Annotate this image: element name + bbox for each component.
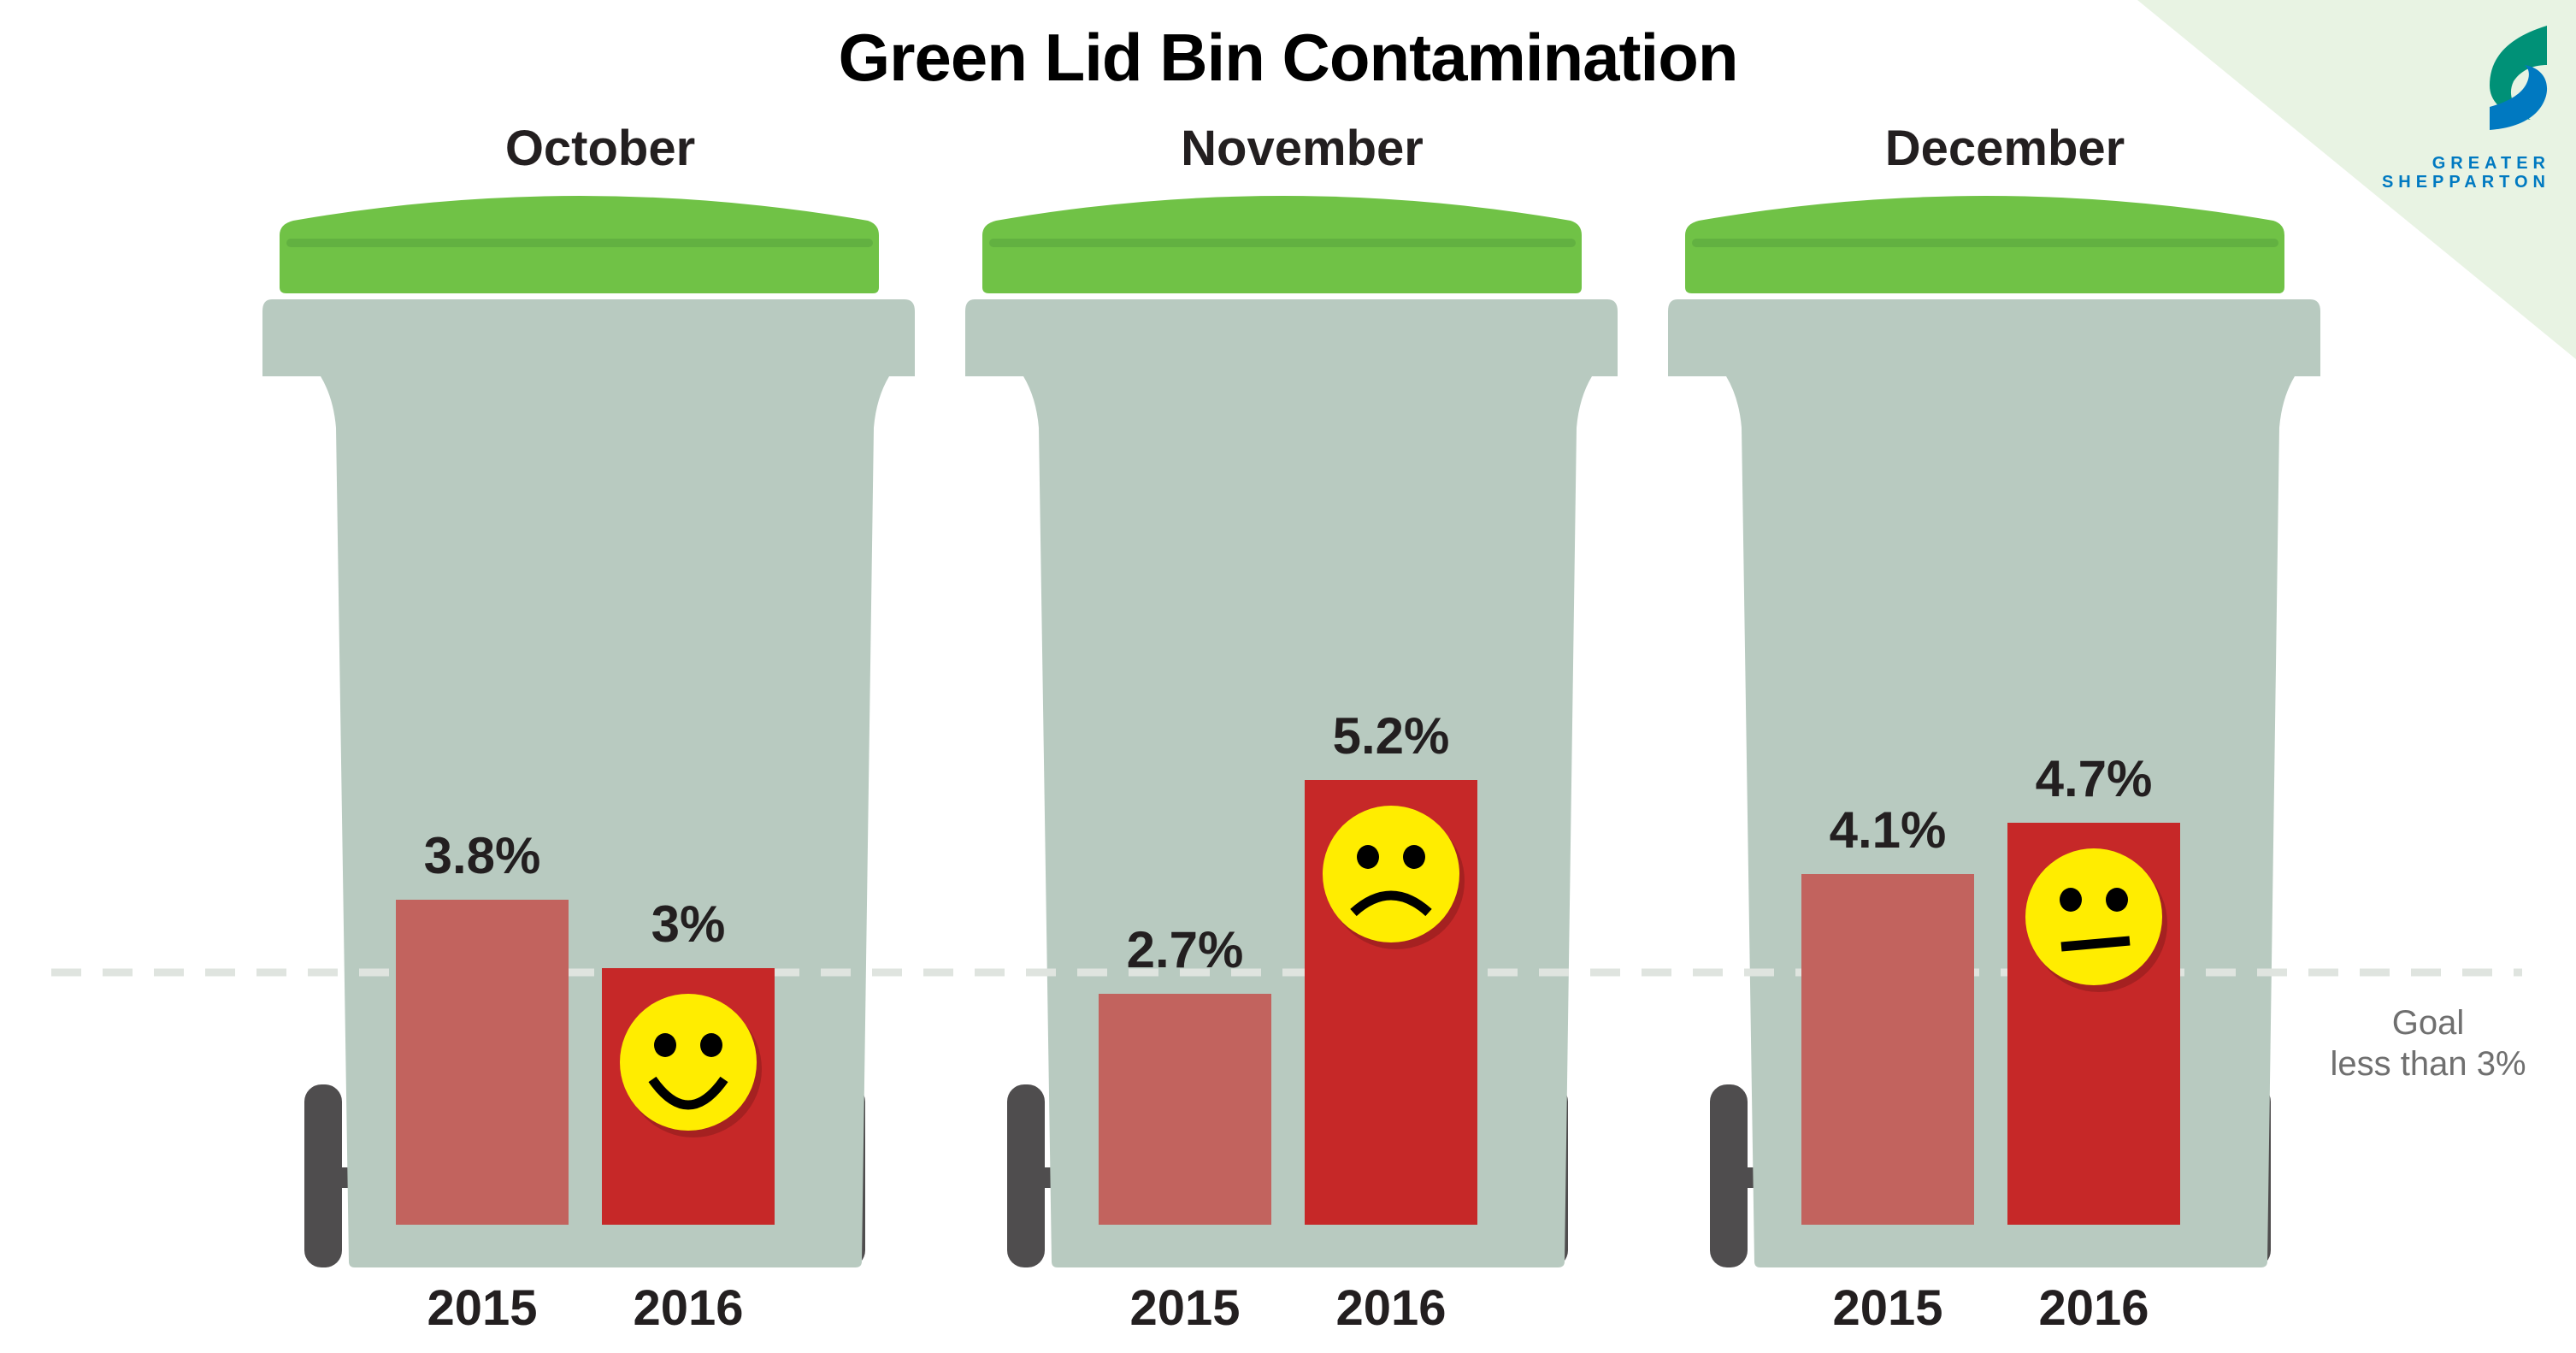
face-circle [1323,806,1459,942]
year-label-december-2016: 2016 [2038,1280,2149,1336]
face-mouth [1350,890,1432,917]
value-label-october-2015: 3.8% [423,827,541,884]
bar-november-2015 [1099,994,1271,1225]
face-eye-right [700,1033,722,1057]
chart-title: Green Lid Bin Contamination [838,20,1738,95]
bin-lid-stripe [1692,239,2278,247]
month-label-december: December [1884,121,2125,176]
bin-october [262,196,915,1267]
value-label-october-2016: 3% [651,895,726,953]
sad-face-icon [1323,806,1465,949]
face-mouth [2060,936,2131,952]
face-eye-right [1403,845,1425,869]
face-mouth [648,1076,728,1110]
face-circle [620,994,757,1131]
goal-label: Goal [2391,1004,2465,1042]
month-label-november: November [1181,121,1424,176]
happy-face-icon [620,994,762,1137]
wheel-left-icon [1007,1084,1045,1267]
greater-shepparton-logo-icon [2490,26,2548,135]
value-label-december-2016: 4.7% [2035,750,2153,807]
bin-body [262,299,915,1267]
logo-text-greater: GREATER [2432,154,2550,173]
face-eye-left [1357,845,1379,869]
logo-text-shepparton: SHEPPARTON [2381,173,2550,192]
bin-body [965,299,1618,1267]
year-label-october-2015: 2015 [427,1280,538,1336]
bin-lid-stripe [286,239,873,247]
bar-december-2015 [1801,874,1974,1225]
face-eye-left [654,1033,676,1057]
year-label-october-2016: 2016 [633,1280,744,1336]
value-label-november-2015: 2.7% [1126,921,1244,978]
month-label-october: October [504,121,696,176]
year-label-november-2015: 2015 [1129,1280,1241,1336]
face-circle [2025,848,2162,985]
value-label-december-2015: 4.1% [1829,801,1947,859]
goal-annotation: Goal less than 3% [2266,1002,2576,1084]
bin-lid-stripe [989,239,1576,247]
year-label-november-2016: 2016 [1335,1280,1447,1336]
neutral-face-icon [2025,848,2167,992]
value-label-november-2016: 5.2% [1332,707,1450,765]
corner-background [2137,0,2576,359]
wheel-left-icon [304,1084,342,1267]
bar-october-2015 [396,900,569,1225]
bin-december [1668,196,2320,1267]
face-eye-right [2106,888,2128,912]
face-eye-left [2060,888,2082,912]
year-label-december-2015: 2015 [1832,1280,1943,1336]
goal-threshold-label: less than 3% [2330,1045,2526,1083]
wheel-left-icon [1710,1084,1748,1267]
